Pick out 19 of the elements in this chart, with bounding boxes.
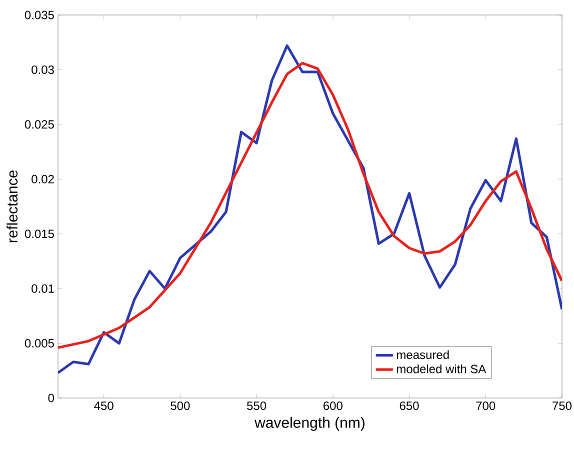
legend-label: modeled with SA (396, 364, 486, 374)
y-tick-label: 0.03 (32, 65, 54, 74)
y-tick-label: 0.01 (32, 284, 54, 293)
y-tick-label: 0.005 (24, 339, 54, 348)
y-tick-label: 0.025 (24, 120, 54, 129)
x-tick-label: 600 (324, 402, 342, 410)
x-tick-label: 750 (552, 402, 572, 410)
x-tick-label: 700 (476, 402, 496, 410)
x-axis-title: wavelength (nm) (254, 416, 364, 431)
y-tick-label: 0.035 (24, 10, 54, 20)
legend-label: measured (396, 350, 449, 360)
y-tick-label: 0.015 (24, 230, 54, 238)
y-tick-label: 0 (48, 394, 54, 402)
x-tick-label: 550 (247, 402, 266, 410)
x-tick-label: 650 (400, 402, 419, 410)
y-axis-title: reflectance (6, 170, 18, 242)
x-tick-label: 450 (94, 402, 114, 410)
y-tick-label: 0.02 (32, 174, 54, 184)
x-tick-label: 500 (170, 402, 190, 410)
